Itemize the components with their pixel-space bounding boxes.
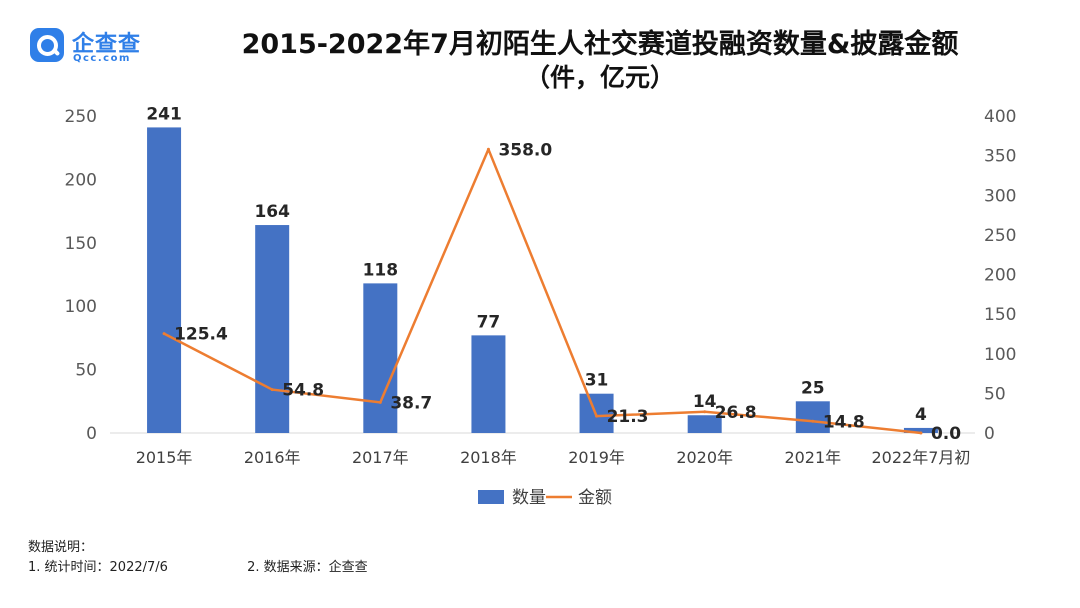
legend-bar-swatch [478, 490, 504, 504]
line-data-label: 358.0 [498, 140, 552, 160]
bar-2020年 [687, 415, 722, 433]
data-notes: 数据说明： 1. 统计时间：2022/7/6 2. 数据来源：企查查 [28, 538, 368, 578]
note-stat-time: 1. 统计时间：2022/7/6 [28, 560, 168, 575]
x-axis-tick-label: 2017年 [352, 448, 409, 467]
bar-data-label: 77 [477, 312, 501, 332]
right-axis-tick-label: 350 [984, 147, 1016, 167]
bar-2022年7月初 [903, 427, 938, 433]
right-axis-tick-label: 0 [984, 424, 995, 444]
left-axis-tick-label: 150 [65, 234, 97, 254]
logo-text-cn: 企查查 [72, 32, 142, 57]
right-axis-tick-label: 200 [984, 266, 1016, 286]
notes-heading: 数据说明： [28, 540, 94, 555]
x-axis-tick-label: 2018年 [460, 448, 517, 467]
left-axis-tick-label: 50 [75, 361, 97, 381]
amount-point [919, 431, 923, 435]
left-axis-tick-label: 100 [65, 297, 97, 317]
note-data-source: 2. 数据来源：企查查 [247, 560, 368, 575]
amount-line [163, 148, 922, 435]
right-axis-tick-label: 250 [984, 226, 1016, 246]
line-data-label: 54.8 [282, 381, 324, 401]
magnifier-logo-icon [30, 28, 64, 62]
chart-subtitle: （件，亿元） [524, 63, 675, 92]
bar-data-label: 14 [693, 392, 717, 412]
bar-data-label: 164 [254, 202, 290, 222]
amount-point [270, 388, 274, 392]
chart-title: 2015-2022年7月初陌生人社交赛道投融资数量&披露金额 [241, 29, 959, 60]
x-axis-tick-label: 2021年 [784, 448, 841, 467]
bar-2016年 [255, 225, 290, 433]
x-axis-tick-label: 2020年 [676, 448, 733, 467]
line-data-label: 0.0 [931, 424, 961, 444]
bar-2015年 [147, 127, 182, 434]
amount-point [595, 414, 599, 418]
line-data-label: 21.3 [607, 407, 649, 427]
amount-point [703, 410, 707, 414]
x-axis-tick-label: 2019年 [568, 448, 625, 467]
x-axis-tick-label: 2022年7月初 [871, 448, 970, 467]
amount-point [378, 400, 382, 404]
line-data-label: 26.8 [715, 403, 757, 423]
right-axis-tick-label: 300 [984, 186, 1016, 206]
bar-2018年 [471, 335, 506, 433]
logo-text-en: Qcc.com [73, 53, 131, 64]
bar-data-label: 241 [146, 104, 182, 124]
amount-point [811, 419, 815, 423]
legend-label-count: 数量 [512, 488, 546, 508]
bar-data-label: 118 [363, 260, 399, 280]
bar-2017年 [363, 283, 398, 433]
left-axis-tick-label: 200 [65, 170, 97, 190]
amount-point [162, 332, 166, 336]
right-axis-tick-label: 50 [984, 384, 1006, 404]
right-axis-tick-label: 100 [984, 345, 1016, 365]
bar-data-label: 25 [801, 378, 825, 398]
bar-data-label: 31 [585, 371, 609, 391]
x-axis-tick-label: 2015年 [136, 448, 193, 467]
left-axis-tick-label: 0 [86, 424, 97, 444]
qcc-logo: 企查查 Qcc.com [30, 26, 170, 70]
bar-data-label: 4 [915, 405, 927, 425]
x-axis-tick-label: 2016年 [244, 448, 301, 467]
bar-2021年 [795, 401, 830, 433]
line-data-label: 125.4 [174, 325, 228, 345]
line-data-label: 14.8 [823, 412, 865, 432]
amount-point [486, 147, 490, 151]
right-axis-tick-label: 400 [984, 107, 1016, 127]
legend-label-amount: 金额 [578, 488, 612, 508]
right-axis-tick-label: 150 [984, 305, 1016, 325]
line-data-label: 38.7 [390, 393, 432, 413]
left-axis-tick-label: 250 [65, 107, 97, 127]
